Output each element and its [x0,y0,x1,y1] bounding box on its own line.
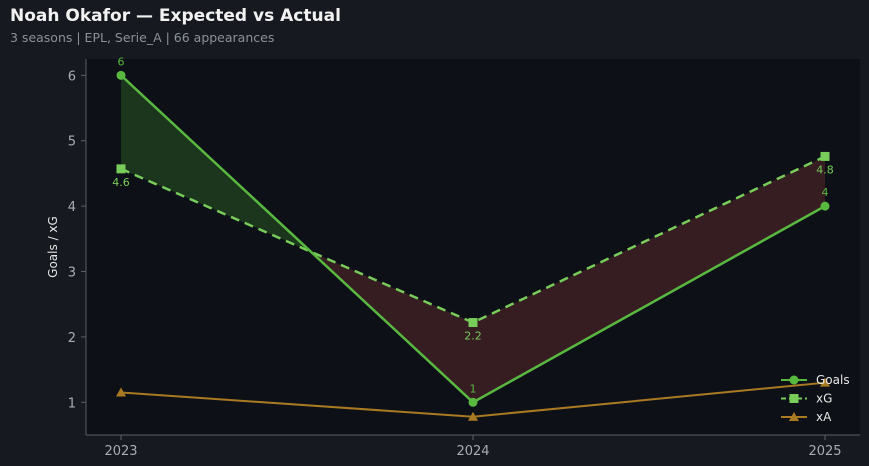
fill-region [473,156,825,403]
xg-point [468,318,478,328]
x-tick-label: 2024 [456,444,489,459]
series-markers-group [116,70,830,421]
y-axis-title: Goals / xG [46,216,60,278]
y-tick-label: 4 [68,200,76,215]
legend-xa-label: xA [816,410,832,424]
legend[interactable]: Goals xG xA [781,373,850,424]
goals-data-label: 4 [822,186,829,199]
y-tick-label: 3 [68,266,76,281]
chart-subtitle: 3 seasons | EPL, Serie_A | 66 appearance… [10,30,275,45]
xg-data-label: 2.2 [464,330,482,343]
legend-goals-marker [789,375,799,385]
xg-point [820,151,830,161]
data-label-group: 6 1 4 4.6 2.2 4.8 [112,55,834,395]
tick-group: 1 2 3 4 5 6 2023 2024 2025 [68,69,842,459]
xg-data-label: 4.8 [816,163,834,176]
legend-xg-label: xG [816,392,832,406]
goals-point [468,397,478,407]
xg-data-label: 4.6 [112,176,130,189]
goals-data-label: 1 [470,382,477,395]
xa-point [116,387,126,397]
y-tick-label: 5 [68,135,76,150]
goals-point [820,201,830,211]
y-tick-label: 2 [68,331,76,346]
xg-point [116,164,126,174]
xa-point [468,411,478,421]
legend-xg-marker [789,394,799,403]
goals-point [116,70,126,80]
goals-data-label: 6 [118,55,125,68]
xa-point [820,377,830,387]
legend-xa-marker [789,412,799,421]
chart-title: Noah Okafor — Expected vs Actual [10,6,341,26]
xg-line [120,155,826,324]
y-tick-label: 6 [68,69,76,84]
x-tick-label: 2023 [104,444,137,459]
legend-goals-label: Goals [816,373,850,387]
y-tick-label: 1 [68,396,76,411]
x-tick-label: 2025 [808,444,841,459]
